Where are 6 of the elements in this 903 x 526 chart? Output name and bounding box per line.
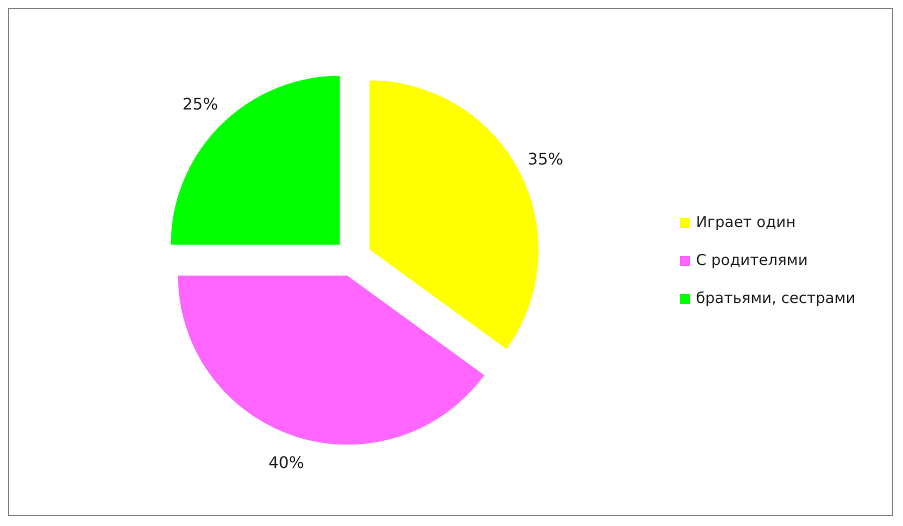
- data-label: 40%: [268, 452, 304, 472]
- data-label: 35%: [528, 149, 564, 168]
- legend-label: братьями, сестрами: [696, 289, 856, 308]
- legend-label: Играет один: [696, 213, 796, 232]
- legend-label: С родителями: [696, 251, 808, 270]
- data-label: 25%: [182, 94, 218, 114]
